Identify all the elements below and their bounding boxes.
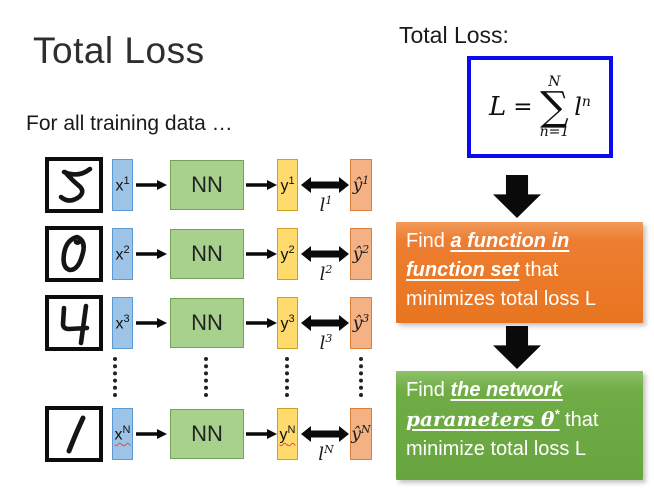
- target-label: ŷ3: [352, 312, 370, 334]
- loss-label: lN: [318, 443, 334, 465]
- loss-label: l2: [319, 263, 333, 285]
- total-loss-formula: L = N ∑ n=1 ln: [467, 56, 613, 158]
- nn-box: NN: [170, 229, 244, 279]
- arrow-right-icon: [136, 249, 167, 259]
- input-box: x1: [112, 159, 133, 211]
- nn-label: NN: [191, 172, 223, 197]
- nn-label: NN: [191, 421, 223, 446]
- output-label: yN: [279, 423, 296, 444]
- digit-image-frame: [45, 295, 103, 351]
- formula-equals: =: [513, 94, 533, 120]
- block-arrow-down-icon: [493, 326, 541, 369]
- diagram-row-3: x3 NN y3 l3 ŷ3: [0, 295, 400, 354]
- digit-image-frame: [45, 226, 103, 282]
- diagram-row-2: x2 NN y2 l2 ŷ2: [0, 226, 400, 285]
- output-label: y1: [280, 174, 295, 195]
- handwritten-digit-5: [58, 166, 93, 203]
- formula-term: ln: [574, 93, 591, 121]
- target-box: ŷN: [350, 408, 372, 460]
- summation: N ∑ n=1: [540, 75, 570, 139]
- output-box: y1: [277, 159, 298, 211]
- input-label: xN: [114, 423, 131, 444]
- vertical-ellipsis: [113, 357, 117, 397]
- input-label: x3: [115, 312, 130, 333]
- orange-text-emphasis: function set: [406, 259, 520, 281]
- target-box: ŷ2: [350, 228, 372, 280]
- green-text-emphasis: the network: [450, 379, 563, 401]
- find-function-box: Find a function in function set that min…: [396, 222, 643, 323]
- block-arrow-down-icon: [493, 175, 541, 218]
- double-arrow-icon: [301, 246, 349, 262]
- green-text-plain: Find: [406, 379, 451, 401]
- input-label: x1: [115, 174, 130, 195]
- orange-text-plain: minimizes total loss L: [406, 288, 597, 310]
- arrow-right-icon: [136, 318, 167, 328]
- handwritten-digit-1: [66, 415, 86, 454]
- sum-lower-bound: n=1: [539, 124, 570, 140]
- double-arrow-icon: [301, 315, 349, 331]
- green-text-emphasis: parameters θ: [406, 407, 555, 431]
- nn-box: NN: [170, 409, 244, 459]
- input-box: x3: [112, 297, 133, 349]
- digit-image-frame: [45, 406, 103, 462]
- green-text-plain: that: [559, 409, 599, 431]
- subtitle-for-all-training-data: For all training data …: [26, 112, 233, 135]
- arrow-right-icon: [246, 318, 277, 328]
- output-label: y3: [280, 312, 295, 333]
- target-label: ŷ1: [352, 174, 370, 196]
- loss-label: l1: [319, 194, 333, 216]
- find-parameters-box: Find the network parameters θ* that mini…: [396, 371, 643, 480]
- theta-star-superscript: *: [554, 406, 560, 422]
- arrow-right-icon: [246, 249, 277, 259]
- total-loss-heading: Total Loss:: [399, 22, 509, 48]
- sum-upper-bound: N: [548, 74, 561, 90]
- diagram-row-n: xN NN yN lN ŷN: [0, 406, 400, 465]
- arrow-right-icon: [136, 429, 167, 439]
- double-arrow-icon: [301, 426, 349, 442]
- digit-image-frame: [45, 157, 103, 213]
- formula-lhs: L: [489, 92, 507, 122]
- page-title: Total Loss: [33, 30, 205, 71]
- input-label: x2: [115, 243, 130, 264]
- nn-box: NN: [170, 298, 244, 348]
- target-box: ŷ3: [350, 297, 372, 349]
- input-box: xN: [112, 408, 133, 460]
- target-label: ŷ2: [352, 243, 370, 265]
- output-box: y3: [277, 297, 298, 349]
- arrow-right-icon: [246, 180, 277, 190]
- output-box: yN: [277, 408, 298, 460]
- handwritten-digit-0: [61, 234, 86, 273]
- orange-text-plain: that: [519, 259, 559, 281]
- nn-label: NN: [191, 310, 223, 335]
- sigma-icon: ∑: [540, 84, 569, 130]
- green-text-plain: minimize total loss L: [406, 438, 587, 460]
- handwritten-digit-4: [60, 303, 90, 346]
- orange-text-plain: Find: [406, 230, 451, 252]
- orange-text-emphasis: a function in: [450, 230, 570, 252]
- double-arrow-icon: [301, 177, 349, 193]
- diagram-row-1: x1 NN y1 l1 ŷ1: [0, 157, 400, 216]
- input-box: x2: [112, 228, 133, 280]
- output-label: y2: [280, 243, 295, 264]
- vertical-ellipsis: [285, 357, 289, 397]
- nn-box: NN: [170, 160, 244, 210]
- loss-label: l3: [319, 332, 333, 354]
- target-box: ŷ1: [350, 159, 372, 211]
- arrow-right-icon: [136, 180, 167, 190]
- arrow-right-icon: [246, 429, 277, 439]
- vertical-ellipsis: [204, 357, 208, 397]
- vertical-ellipsis: [359, 357, 363, 397]
- output-box: y2: [277, 228, 298, 280]
- nn-label: NN: [191, 241, 223, 266]
- target-label: ŷN: [351, 423, 371, 445]
